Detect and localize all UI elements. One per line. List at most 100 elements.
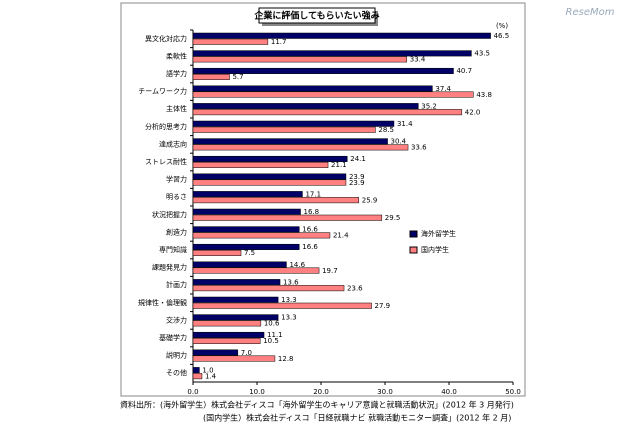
value-label: 11.7 xyxy=(271,38,287,46)
y-tick-label: 柔軟性 xyxy=(166,51,187,60)
value-label: 14.6 xyxy=(289,261,305,269)
legend-swatch xyxy=(409,230,418,238)
value-label: 11.1 xyxy=(267,331,283,339)
value-label: 16.6 xyxy=(302,226,318,234)
bar xyxy=(192,267,320,274)
y-tick-label: 学習力 xyxy=(166,175,187,184)
bar xyxy=(192,296,279,303)
bar xyxy=(192,232,331,239)
value-label: 25.9 xyxy=(362,196,378,204)
bar xyxy=(192,367,200,374)
bar xyxy=(192,32,491,39)
value-label: 40.7 xyxy=(456,67,472,75)
bar xyxy=(192,38,269,45)
bar xyxy=(192,103,419,110)
y-tick-label: ストレス耐性 xyxy=(145,157,187,166)
x-tick-label: 40.0 xyxy=(441,388,457,396)
y-tick-label: 分析的思考力 xyxy=(145,122,187,131)
value-label: 7.5 xyxy=(244,249,255,257)
bar xyxy=(192,208,301,215)
bar xyxy=(192,179,347,186)
x-tick-label: 30.0 xyxy=(377,388,393,396)
value-label: 12.8 xyxy=(278,355,294,363)
y-tick-label: 状況把握力 xyxy=(152,210,187,219)
value-label: 28.5 xyxy=(378,126,394,134)
value-label: 23.9 xyxy=(349,179,365,187)
y-tick-label: 創造力 xyxy=(166,227,187,236)
bar xyxy=(192,226,300,233)
bar xyxy=(192,349,239,356)
y-tick-label: 交渉力 xyxy=(166,315,187,324)
value-label: 33.4 xyxy=(410,56,426,64)
y-tick-label: 主体性 xyxy=(166,104,187,113)
bar xyxy=(192,138,388,145)
value-label: 42.0 xyxy=(465,108,481,116)
bar xyxy=(192,155,348,162)
bar xyxy=(192,331,265,338)
value-label: 17.1 xyxy=(305,190,321,198)
x-tick-label: 50.0 xyxy=(505,388,521,396)
bar xyxy=(192,50,472,57)
watermark: ReseMom xyxy=(566,7,615,18)
value-label: 37.4 xyxy=(435,85,451,93)
y-tick-label: 基礎学力 xyxy=(159,333,187,342)
value-label: 5.7 xyxy=(232,73,243,81)
bar xyxy=(192,249,242,256)
bar xyxy=(192,56,408,63)
value-label: 30.4 xyxy=(391,138,407,146)
bar xyxy=(192,285,345,292)
value-label: 43.5 xyxy=(474,50,490,58)
value-label: 29.5 xyxy=(385,214,401,222)
y-tick-label: 課題発見力 xyxy=(152,263,187,272)
bar xyxy=(192,261,287,268)
bar xyxy=(192,73,230,80)
y-tick-label: 明るさ xyxy=(166,193,187,201)
value-label: 16.6 xyxy=(302,243,318,251)
bar xyxy=(192,279,281,286)
bar xyxy=(192,173,347,180)
value-label: 23.9 xyxy=(349,173,365,181)
y-tick-label: 説明力 xyxy=(166,351,187,360)
value-label: 35.2 xyxy=(421,102,437,110)
bar xyxy=(192,355,276,362)
title-box xyxy=(258,7,376,24)
value-label: 13.3 xyxy=(281,296,297,304)
value-label: 27.9 xyxy=(375,302,391,310)
legend-label: 国内学生 xyxy=(421,245,449,254)
bar xyxy=(192,320,262,327)
unit-label: (%) xyxy=(496,22,508,30)
value-label: 23.6 xyxy=(347,284,363,292)
y-tick-label: その他 xyxy=(166,368,187,377)
value-label: 13.6 xyxy=(283,278,299,286)
value-label: 46.5 xyxy=(494,32,510,40)
value-label: 10.6 xyxy=(264,320,280,328)
y-tick-label: 専門知識 xyxy=(159,245,187,254)
bar xyxy=(192,337,261,344)
value-label: 19.7 xyxy=(322,267,338,275)
y-tick-label: 異文化対応力 xyxy=(145,34,187,43)
value-label: 43.8 xyxy=(476,91,492,99)
value-label: 33.6 xyxy=(411,144,427,152)
chart-title: 企業に評価してもらいたい強み xyxy=(253,10,379,22)
bar xyxy=(192,120,395,127)
value-label: 1.0 xyxy=(202,366,213,374)
bar xyxy=(192,191,303,198)
value-label: 24.1 xyxy=(350,155,366,163)
bar xyxy=(192,214,383,221)
value-label: 16.8 xyxy=(304,208,320,216)
x-tick-label: 10.0 xyxy=(249,388,265,396)
x-tick-label: 0.0 xyxy=(187,388,198,396)
y-tick-label: 達成志向 xyxy=(159,139,187,148)
bar xyxy=(192,109,463,116)
value-label: 10.5 xyxy=(263,337,279,345)
bar xyxy=(192,144,409,151)
bar xyxy=(192,161,329,168)
value-label: 1.4 xyxy=(205,372,217,380)
bar xyxy=(192,126,376,133)
legend-label: 海外留学生 xyxy=(421,229,456,238)
value-label: 21.4 xyxy=(333,232,349,240)
value-label: 21.1 xyxy=(331,161,347,169)
x-tick-label: 20.0 xyxy=(313,388,329,396)
bar xyxy=(192,197,360,204)
